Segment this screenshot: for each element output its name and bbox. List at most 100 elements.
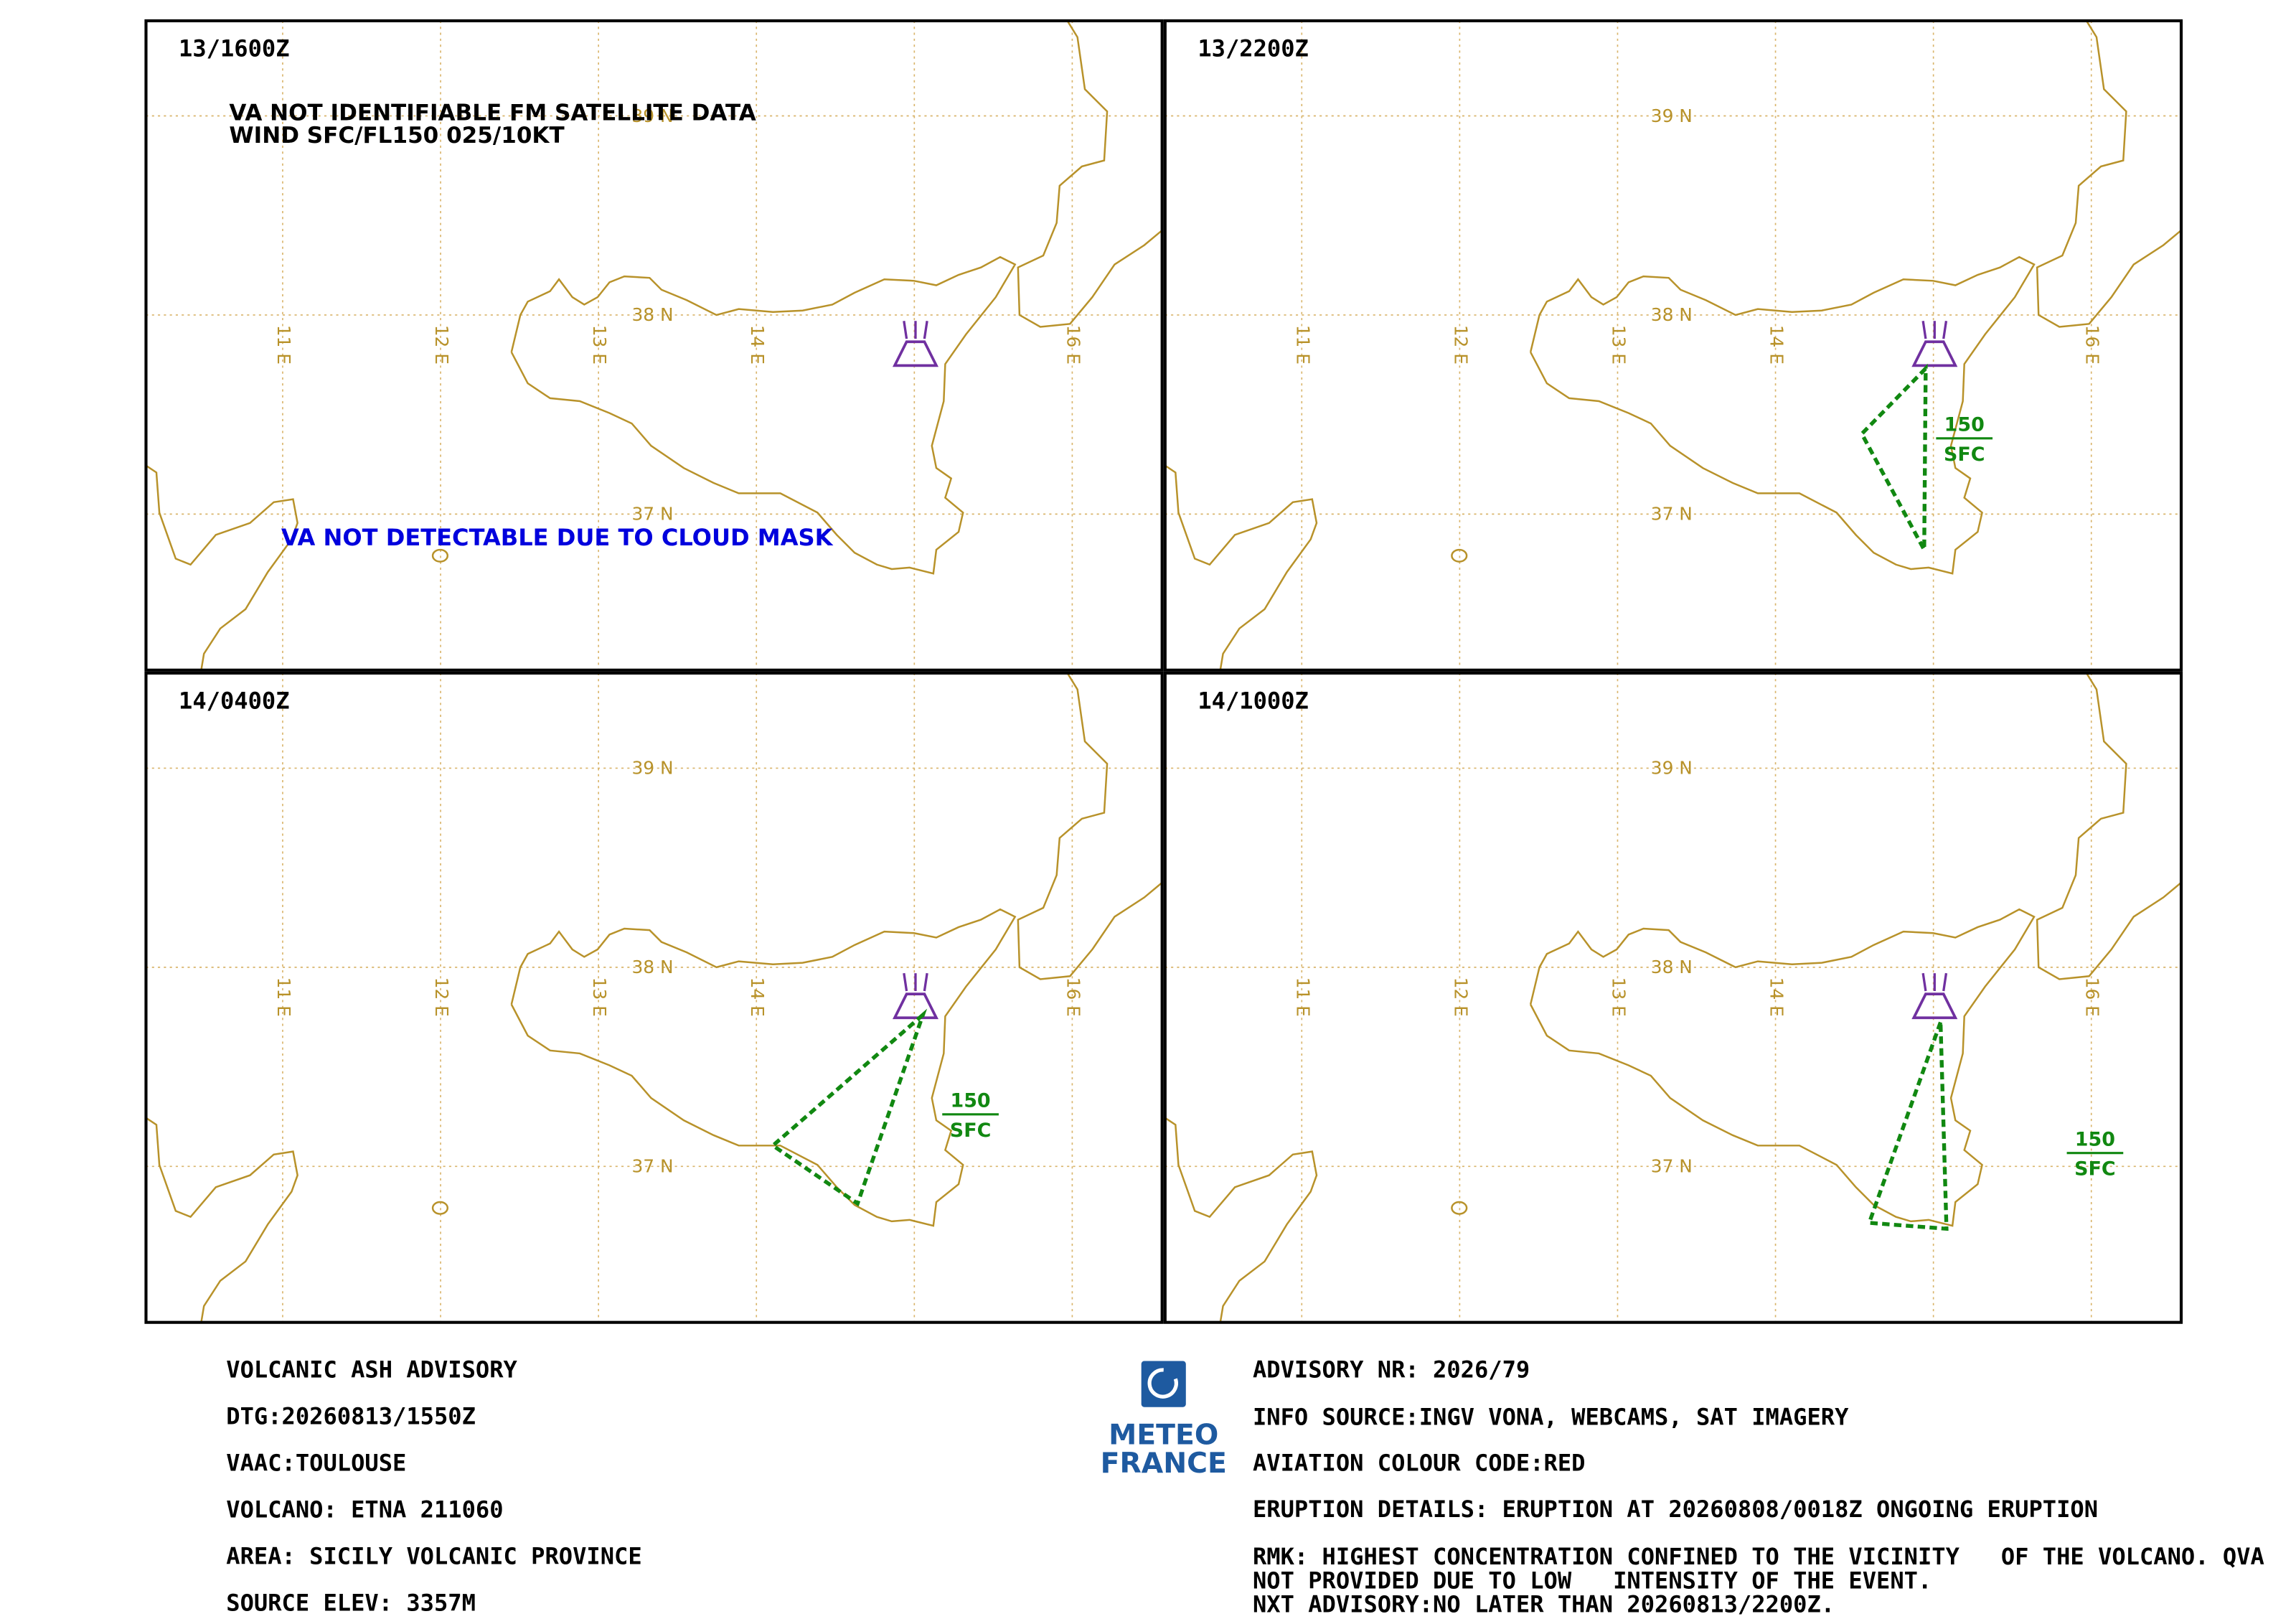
fl-base: SFC <box>950 1120 992 1142</box>
lon-label: 16 E <box>2082 977 2103 1017</box>
lon-label: 12 E <box>1450 977 1471 1017</box>
volcano-plume <box>903 320 908 339</box>
advisory-line: ERUPTION DETAILS: ERUPTION AT 20260808/0… <box>1253 1496 2098 1523</box>
island <box>431 1201 449 1215</box>
lon-label: 14 E <box>747 325 768 365</box>
coastline <box>146 464 298 670</box>
panel-border <box>144 671 1164 1324</box>
advisory-line: AVIATION COLOUR CODE:RED <box>1253 1450 1586 1477</box>
lon-label: 16 E <box>1063 325 1083 365</box>
coastline <box>1017 672 1162 980</box>
lon-label: 12 E <box>1450 325 1471 365</box>
volcano-plume <box>903 972 908 992</box>
island <box>431 548 449 563</box>
panel-time: 14/1000Z <box>1198 687 1309 715</box>
lat-label: 38 N <box>631 957 673 977</box>
volcano <box>1911 340 1958 367</box>
volcano-plume <box>1921 972 1927 992</box>
map-content: 11 E 12 E 13 E 14 E 16 E 37 N 38 N 39 N <box>146 20 1162 670</box>
map-content: 11 E 12 E 13 E 14 E 16 E 37 N 38 N 39 N 150 SFC <box>146 672 1162 1323</box>
ash-cloud <box>1866 1021 1949 1231</box>
panel-border <box>1163 19 2183 672</box>
coastline <box>510 908 1017 1227</box>
lon-label: 13 E <box>589 325 610 365</box>
coastline <box>1165 464 1318 670</box>
lat-label: 38 N <box>1651 304 1693 325</box>
ash-cloud <box>1859 363 1928 551</box>
lon-label: 11 E <box>273 325 294 365</box>
fl-top: 150 <box>950 1089 990 1112</box>
coastline <box>510 255 1017 575</box>
logo-swirl <box>1147 1368 1178 1399</box>
panel-time: 14/0400Z <box>179 687 290 715</box>
island <box>1451 1201 1468 1215</box>
lon-label: 16 E <box>2082 325 2103 365</box>
lat-label: 39 N <box>631 758 673 779</box>
lat-label: 37 N <box>1651 504 1693 525</box>
lon-label: 13 E <box>1608 977 1629 1017</box>
advisory-line: VOLCANIC ASH ADVISORY <box>226 1356 517 1383</box>
volcano-plume <box>1942 320 1948 339</box>
panel-border <box>1163 671 2183 1324</box>
lon-label: 13 E <box>589 977 610 1017</box>
coastline <box>1529 255 2036 575</box>
fl-base: SFC <box>2074 1158 2116 1181</box>
fl-top: 150 <box>1944 413 1985 436</box>
advisory-line: INFO SOURCE:INGV VONA, WEBCAMS, SAT IMAG… <box>1253 1404 1849 1431</box>
fl-base: SFC <box>1944 443 1985 466</box>
ash-cloud <box>769 1008 928 1207</box>
lat-label: 38 N <box>631 304 673 325</box>
advisory-line: NXT ADVISORY:NO LATER THAN 20260813/2200… <box>1253 1590 1835 1618</box>
lat-label: 37 N <box>1651 1156 1693 1177</box>
advisory-line: VAAC:TOULOUSE <box>226 1449 406 1476</box>
volcano-plume <box>1921 320 1927 339</box>
lon-label: 14 E <box>1766 325 1787 365</box>
advisory-line: SOURCE ELEV: 3357M <box>226 1589 476 1616</box>
coastline <box>1165 1117 1318 1323</box>
lon-label: 12 E <box>431 325 452 365</box>
panel-note: WIND SFC/FL150 025/10KT <box>229 123 565 149</box>
advisory-line: AREA: SICILY VOLCANIC PROVINCE <box>226 1542 641 1569</box>
lon-label: 14 E <box>747 977 768 1017</box>
coastline <box>2036 672 2181 980</box>
lon-label: 16 E <box>1063 977 1083 1017</box>
panel-note: VA NOT IDENTIFIABLE FM SATELLITE DATA <box>229 100 756 126</box>
map-content: 11 E 12 E 13 E 14 E 16 E 37 N 38 N 39 N 150 SFC <box>1165 672 2181 1323</box>
advisory-line: DTG:20260813/1550Z <box>226 1402 476 1430</box>
volcano <box>892 992 938 1020</box>
footer: METEO FRANCE VOLCANIC ASH ADVISORY DTG:20… <box>226 1356 2264 1618</box>
lat-label: 39 N <box>631 105 673 126</box>
logo-text: METEO <box>1109 1418 1218 1451</box>
volcano <box>892 340 938 367</box>
map-panel: 11 E 12 E 13 E 14 E 16 E 37 N 38 N 39 N 13/1600Z… <box>144 19 1164 672</box>
panel-border <box>144 19 1164 672</box>
lat-label: 37 N <box>631 1156 673 1177</box>
fl-top: 150 <box>2075 1128 2115 1150</box>
lat-label: 37 N <box>631 504 673 525</box>
volcano-plume <box>1942 972 1948 992</box>
coastline <box>2036 20 2181 328</box>
volcano-plume <box>923 972 928 992</box>
map-panel: 11 E 12 E 13 E 14 E 16 E 37 N 38 N 39 N 150 SFC 14… <box>1163 671 2183 1324</box>
coastline <box>146 1117 298 1323</box>
lon-label: 14 E <box>1766 977 1787 1017</box>
lon-label: 11 E <box>1292 977 1313 1017</box>
panel-time: 13/2200Z <box>1198 35 1309 62</box>
map-panel: 11 E 12 E 13 E 14 E 16 E 37 N 38 N 39 N 150 SFC 13… <box>1163 19 2183 672</box>
lon-label: 11 E <box>273 977 294 1017</box>
lon-label: 13 E <box>1608 325 1629 365</box>
advisory-line: NOT PROVIDED DUE TO LOW INTENSITY OF THE… <box>1253 1567 1932 1594</box>
advisory-line: RMK: HIGHEST CONCENTRATION CONFINED TO T… <box>1253 1543 2264 1570</box>
map-content: 11 E 12 E 13 E 14 E 16 E 37 N 38 N 39 N 150 SFC <box>1165 20 2181 670</box>
lon-label: 11 E <box>1292 325 1313 365</box>
lat-label: 39 N <box>1651 105 1693 126</box>
advisory-line: ADVISORY NR: 2026/79 <box>1253 1356 1530 1383</box>
panels: 11 E 12 E 13 E 14 E 16 E 37 N 38 N 39 N 13/1600Z… <box>144 19 2183 1324</box>
volcano-plume <box>923 320 928 339</box>
logo-text: FRANCE <box>1101 1447 1227 1480</box>
lat-label: 38 N <box>1651 957 1693 977</box>
panel-time: 13/1600Z <box>179 35 290 62</box>
